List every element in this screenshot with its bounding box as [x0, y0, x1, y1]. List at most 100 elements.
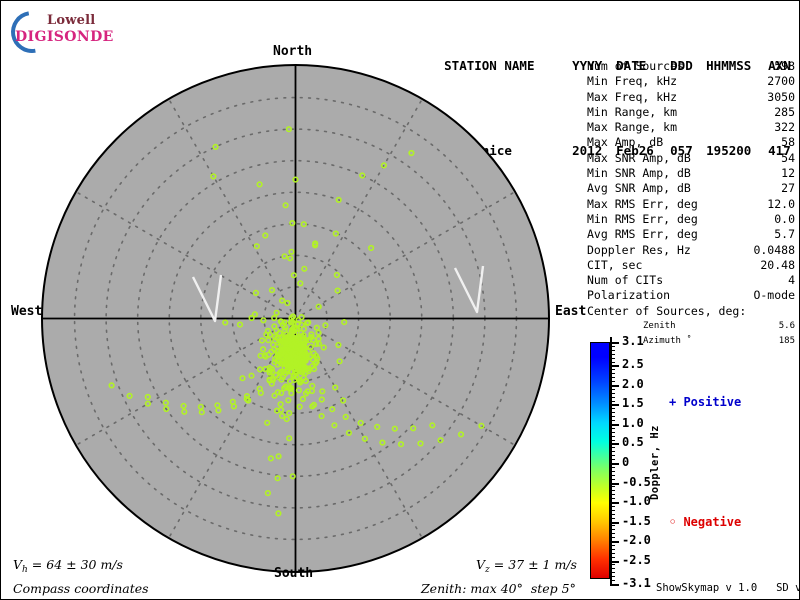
source-marker [236, 321, 244, 328]
colorbar-minor-tick [610, 369, 615, 371]
colorbar-minor-tick [610, 544, 615, 546]
center-stat-label: Zenith [643, 321, 676, 332]
colorbar-tick [610, 584, 619, 586]
colorbar-minor-tick [610, 435, 615, 437]
source-marker [239, 375, 246, 382]
stat-value: 12 [781, 166, 795, 181]
stat-row: Min Range, km 285 [587, 105, 795, 120]
stat-label: Min Freq, kHz [587, 74, 678, 89]
source-marker [336, 358, 343, 365]
source-marker [262, 353, 269, 360]
source-marker [243, 393, 251, 400]
colorbar-minor-tick [610, 381, 615, 383]
colorbar-minor-tick [610, 490, 615, 492]
stat-value: 54 [781, 150, 795, 165]
source-marker [264, 419, 271, 426]
stat-label: Min RMS Err, deg [587, 211, 698, 226]
source-marker [252, 289, 259, 296]
vz-value: = 37 ± 1 m/s [489, 557, 577, 572]
stat-row: Min RMS Err, deg 0.0 [587, 212, 795, 227]
colorbar-tick [610, 560, 619, 563]
source-marker [301, 364, 309, 371]
source-marker [299, 369, 306, 376]
source-marker [301, 347, 308, 354]
center-stat-row: Zenith 5.6 [587, 319, 795, 334]
colorbar-tick [610, 482, 619, 485]
source-marker [374, 423, 381, 431]
colorbar-minor-tick [610, 353, 615, 355]
source-marker [294, 320, 301, 327]
stat-value: 12.0 [767, 196, 795, 211]
drift-vector-arrow [191, 274, 223, 323]
source-marker [197, 403, 204, 410]
source-marker [309, 403, 316, 410]
source-marker [292, 176, 299, 183]
colorbar-minor-tick [610, 580, 615, 582]
colorbar-minor-tick [610, 412, 615, 414]
stat-value: 322 [774, 120, 795, 135]
vz-subscript: z [485, 565, 490, 575]
source-marker [162, 399, 169, 406]
source-marker [271, 314, 278, 322]
colorbar-minor-tick [610, 431, 615, 433]
colorbar-minor-tick [610, 568, 615, 570]
source-marker [309, 356, 316, 363]
colorbar-minor-tick [610, 474, 615, 476]
colorbar-ticks: 3.1 2.5 2.0 1.5 1.0 0.5 0 -0.5 -1.0 -1.5 -2.0 -2.5 -… [610, 334, 680, 590]
source-marker [332, 384, 339, 391]
source-marker [268, 287, 276, 294]
stat-row: Max SNR Amp, dB 54 [587, 151, 795, 166]
azimuth-spoke [76, 191, 297, 320]
colorbar-tick [610, 423, 619, 426]
colorbar-minor-tick [610, 517, 615, 519]
source-marker [210, 173, 217, 180]
source-marker [457, 431, 465, 438]
stat-value: 5.7 [774, 227, 795, 242]
source-marker [256, 385, 263, 392]
source-marker [292, 350, 299, 357]
stat-label: Max Amp, dB [587, 135, 664, 150]
source-marker [297, 280, 304, 287]
source-marker [284, 353, 292, 360]
center-stat-row: Azimuth ˚ 185 [587, 334, 795, 349]
source-marker [315, 329, 322, 337]
source-marker [318, 413, 325, 420]
source-marker [292, 343, 299, 351]
source-marker [287, 255, 294, 262]
azimuth-spoke [76, 317, 297, 446]
source-marker [357, 419, 364, 427]
source-marker [291, 376, 298, 384]
colorbar-minor-tick [610, 556, 615, 558]
azimuth-spoke [294, 191, 515, 320]
colorbar-tick-label: -2.5 [622, 552, 651, 567]
colorbar-minor-tick [610, 548, 615, 550]
source-marker [335, 196, 342, 203]
stat-value: 58 [781, 135, 795, 150]
source-marker [260, 346, 267, 353]
source-marker [163, 405, 170, 413]
stat-row: Avg RMS Err, deg 5.7 [587, 227, 795, 242]
hdr-col-axn: AXN [768, 58, 791, 73]
vertical-velocity-note: Vz = 37 ± 1 m/s [476, 557, 577, 575]
stat-value: 0.0 [774, 211, 795, 226]
source-marker [302, 377, 309, 385]
source-marker [263, 331, 270, 338]
source-marker [272, 372, 280, 379]
source-marker [281, 385, 288, 392]
source-marker [265, 337, 272, 344]
source-marker [300, 221, 307, 228]
stat-row: Min SNR Amp, dB 12 [587, 166, 795, 181]
colorbar-tick [610, 541, 619, 544]
stat-value: 285 [774, 104, 795, 119]
colorbar-tick-label: 0 [622, 455, 630, 469]
station-header-labels: STATION NAMEYYYYDATEDDDHHMMSSAXNPPSIGP [399, 40, 800, 91]
source-marker [286, 435, 293, 442]
hdr-col-hhmmss: HHMMSS [706, 58, 752, 73]
source-marker [108, 382, 115, 389]
source-marker [410, 425, 417, 432]
stat-value: 20.48 [760, 257, 795, 272]
colorbar-minor-tick [610, 459, 615, 461]
colorbar-tick-label: 2.0 [622, 376, 644, 391]
source-marker [308, 387, 316, 395]
stat-label: Num of Sources [587, 59, 684, 73]
